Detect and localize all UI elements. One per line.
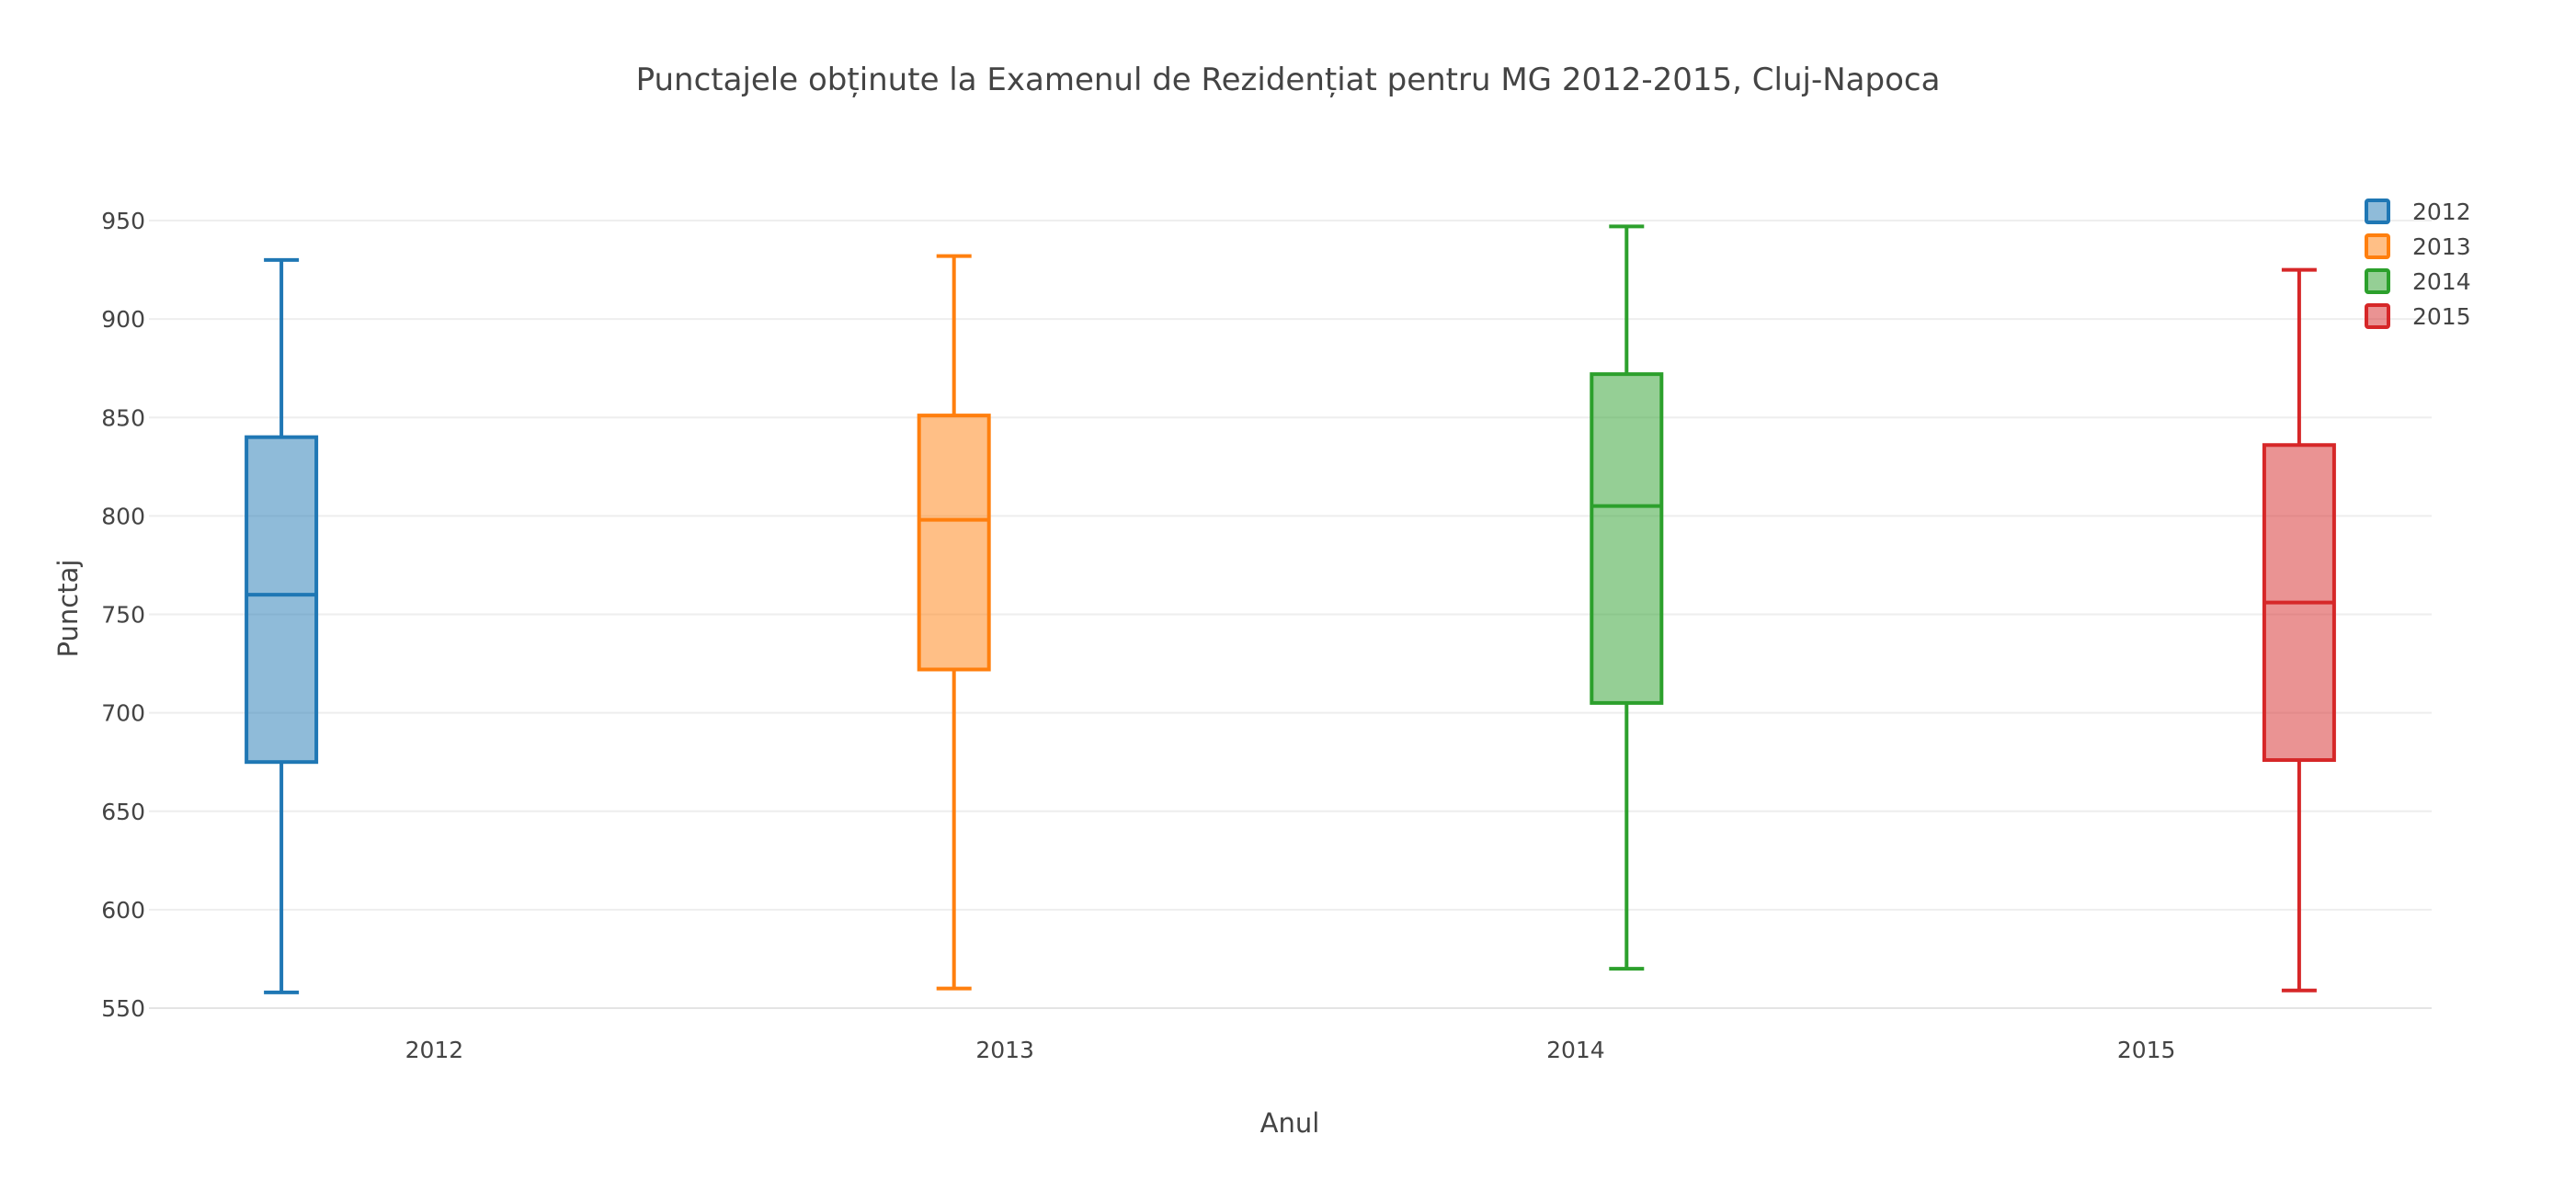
y-axis-ticks: 550 600 650 700 750 800 850 900 950 — [101, 208, 145, 1022]
box-iqr-2014[interactable] — [1590, 372, 1664, 705]
legend[interactable]: 2012 2013 2014 2015 — [2365, 199, 2471, 330]
legend-swatch-2012 — [2365, 199, 2390, 224]
x-axis-ticks: 2012 2013 2014 2015 — [405, 1037, 2176, 1063]
box-trace-2012[interactable] — [245, 257, 319, 994]
y-tick-label-900: 900 — [101, 306, 145, 333]
y-tick-label-850: 850 — [101, 404, 145, 431]
y-axis-title: Punctaj — [52, 560, 84, 658]
legend-swatch-2015 — [2365, 303, 2390, 329]
box-trace-2015[interactable] — [2262, 267, 2336, 993]
legend-swatch-2013 — [2365, 233, 2390, 259]
y-tick-label-600: 600 — [101, 897, 145, 924]
box-traces[interactable] — [245, 224, 2336, 994]
box-trace-2013[interactable] — [917, 254, 991, 991]
legend-label-2012: 2012 — [2412, 199, 2471, 225]
legend-item-2014[interactable]: 2014 — [2365, 268, 2471, 295]
legend-item-2012[interactable]: 2012 — [2365, 199, 2471, 225]
y-tick-label-950: 950 — [101, 208, 145, 234]
box-iqr-2013[interactable] — [917, 414, 991, 672]
x-tick-label-2013: 2013 — [975, 1037, 1034, 1063]
legend-item-2013[interactable]: 2013 — [2365, 233, 2471, 260]
legend-label-2013: 2013 — [2412, 233, 2471, 260]
y-tick-label-550: 550 — [101, 995, 145, 1022]
x-tick-label-2015: 2015 — [2117, 1037, 2176, 1063]
box-iqr-2012[interactable] — [245, 435, 319, 765]
legend-item-2015[interactable]: 2015 — [2365, 303, 2471, 330]
legend-swatch-2014 — [2365, 268, 2390, 294]
gridlines — [149, 220, 2432, 1009]
y-tick-label-650: 650 — [101, 799, 145, 825]
x-axis-title: Anul — [1260, 1107, 1320, 1139]
y-tick-label-800: 800 — [101, 503, 145, 529]
y-tick-label-750: 750 — [101, 602, 145, 629]
legend-label-2015: 2015 — [2412, 303, 2471, 330]
box-trace-2014[interactable] — [1590, 224, 1664, 971]
y-tick-label-700: 700 — [101, 700, 145, 727]
legend-label-2014: 2014 — [2412, 268, 2471, 295]
x-tick-label-2012: 2012 — [405, 1037, 464, 1063]
chart-title: Punctajele obținute la Examenul de Rezid… — [636, 62, 1941, 98]
x-tick-label-2014: 2014 — [1546, 1037, 1605, 1063]
